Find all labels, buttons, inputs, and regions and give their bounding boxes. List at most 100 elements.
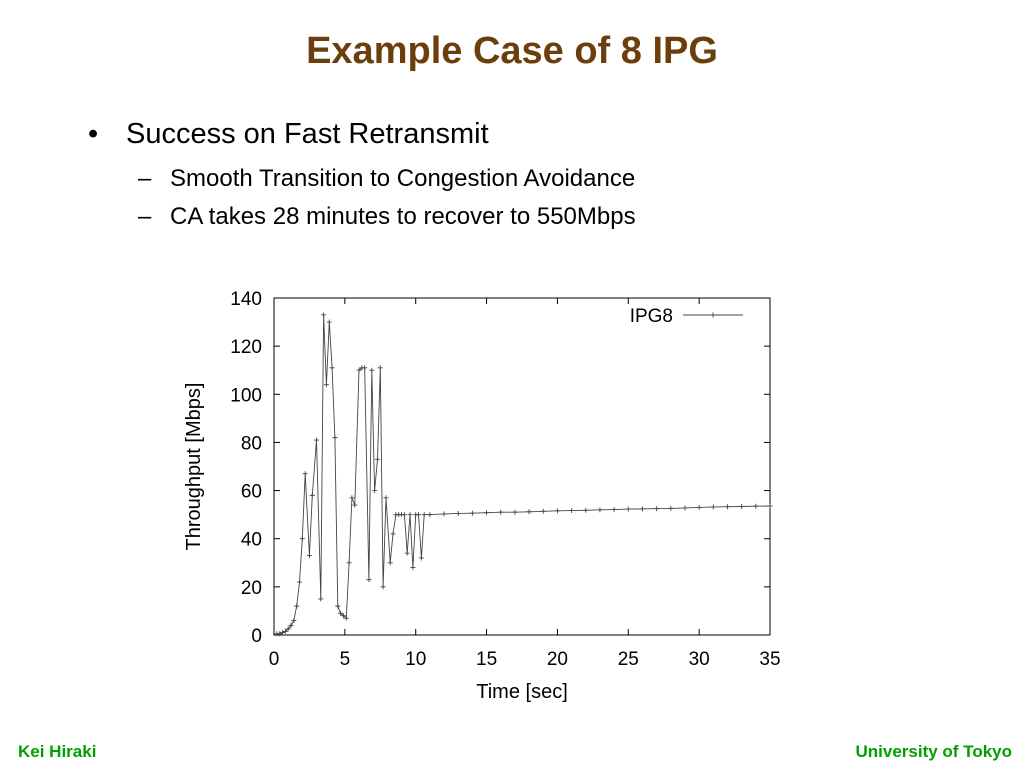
data-point — [374, 456, 380, 462]
data-point — [767, 503, 773, 509]
bullet-text: Success on Fast Retransmit — [126, 118, 489, 150]
x-tick-label: 25 — [618, 649, 639, 670]
data-point — [498, 509, 504, 515]
data-point — [349, 495, 355, 501]
data-point — [739, 503, 745, 509]
data-point — [753, 503, 759, 509]
data-point — [427, 512, 433, 518]
data-point — [352, 502, 358, 508]
x-tick-label: 0 — [269, 649, 280, 670]
data-point — [668, 505, 674, 511]
data-point — [372, 488, 378, 494]
data-point — [441, 511, 447, 517]
data-point — [343, 615, 349, 621]
data-point — [404, 550, 410, 556]
sub-bullet-item: – Smooth Transition to Congestion Avoida… — [138, 165, 636, 193]
data-point — [346, 560, 352, 566]
y-axis-label: Throughput [Mbps] — [183, 383, 205, 551]
data-point — [682, 505, 688, 511]
footer-author: Kei Hiraki — [18, 742, 97, 761]
data-point — [540, 508, 546, 514]
data-point — [597, 507, 603, 513]
data-point — [309, 492, 315, 498]
data-point — [314, 437, 320, 443]
data-point — [335, 603, 341, 609]
data-point — [455, 510, 461, 516]
data-point — [383, 495, 389, 501]
data-point — [338, 610, 344, 616]
data-point — [366, 577, 372, 583]
data-point — [401, 512, 407, 518]
y-tick-label: 20 — [241, 578, 262, 599]
data-point — [332, 435, 338, 441]
data-point — [299, 536, 305, 542]
footer-affiliation: University of Tokyo — [855, 742, 1013, 761]
data-point — [340, 613, 346, 619]
bullet-item: • Success on Fast Retransmit — [88, 118, 636, 151]
y-tick-label: 140 — [230, 289, 262, 310]
data-point — [421, 512, 427, 518]
sub-bullet-text: Smooth Transition to Congestion Avoidanc… — [170, 165, 636, 192]
y-tick-label: 120 — [230, 337, 262, 358]
data-point — [387, 560, 393, 566]
data-point — [297, 579, 303, 585]
data-point — [291, 618, 297, 624]
bullet-list: • Success on Fast Retransmit – Smooth Tr… — [88, 118, 636, 231]
data-point — [288, 622, 294, 628]
data-point — [321, 312, 327, 318]
data-point — [277, 631, 283, 637]
data-point — [410, 565, 416, 571]
data-point — [696, 504, 702, 510]
data-point — [583, 507, 589, 513]
data-point — [526, 509, 532, 515]
data-point — [512, 509, 518, 515]
data-point — [407, 512, 413, 518]
data-point — [484, 510, 490, 516]
y-tick-label: 60 — [241, 482, 262, 503]
y-tick-label: 0 — [251, 626, 262, 647]
data-point — [418, 555, 424, 561]
data-point — [469, 510, 475, 516]
data-point — [323, 382, 329, 388]
legend-marker — [710, 312, 716, 318]
data-point — [329, 365, 335, 371]
data-point — [318, 596, 324, 602]
data-point — [356, 367, 362, 373]
data-point — [380, 584, 386, 590]
data-point — [280, 630, 286, 636]
data-point — [654, 506, 660, 512]
data-point — [639, 506, 645, 512]
data-point — [282, 628, 288, 634]
data-point — [302, 471, 308, 477]
data-point — [569, 508, 575, 514]
data-point — [377, 365, 383, 371]
x-tick-label: 35 — [759, 649, 780, 670]
data-point — [416, 512, 422, 518]
data-point — [724, 504, 730, 510]
plot-frame — [273, 297, 771, 636]
data-point — [362, 365, 368, 371]
x-tick-label: 15 — [476, 649, 497, 670]
data-point — [390, 531, 396, 537]
data-point — [294, 603, 300, 609]
data-point — [710, 504, 716, 510]
y-tick-label: 100 — [230, 385, 262, 406]
x-tick-label: 30 — [689, 649, 710, 670]
sub-bullet-text: CA takes 28 minutes to recover to 550Mbp… — [170, 203, 636, 230]
data-point — [369, 367, 375, 373]
data-point — [554, 508, 560, 514]
x-tick-label: 5 — [340, 649, 351, 670]
series-line — [276, 314, 771, 635]
data-point — [306, 553, 312, 559]
data-point — [625, 506, 631, 512]
legend-label: IPG8 — [630, 306, 673, 327]
x-axis-label: Time [sec] — [476, 681, 568, 703]
x-tick-label: 10 — [405, 649, 426, 670]
sub-bullet-marker: – — [138, 165, 152, 192]
y-tick-label: 40 — [241, 530, 262, 551]
slide-title: Example Case of 8 IPG — [306, 30, 718, 72]
sub-bullet-marker: – — [138, 203, 152, 230]
bullet-marker: • — [88, 118, 99, 150]
data-point — [285, 626, 291, 632]
